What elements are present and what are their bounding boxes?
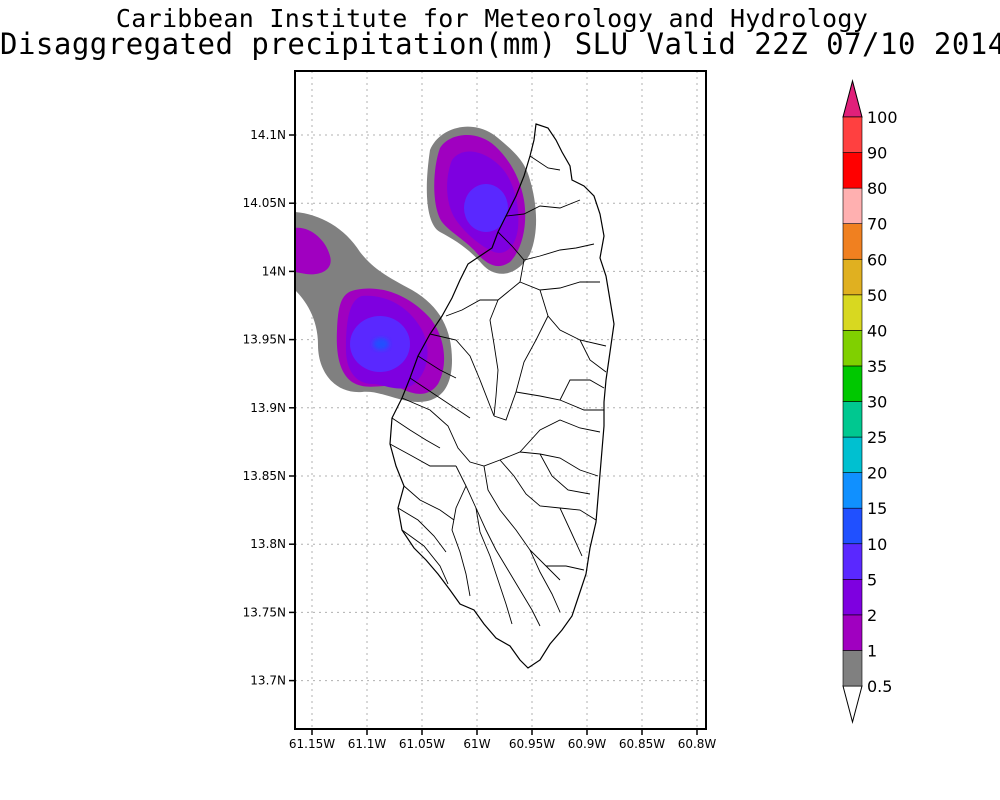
legend-label: 30 xyxy=(867,393,887,412)
legend-color-band xyxy=(842,401,863,438)
lat-tick-label: 13.85N xyxy=(243,469,286,483)
legend-color-band xyxy=(842,330,863,367)
latitude-axis: 14.1N 14.05N 14N 13.95N 13.9N 13.85N 13.8N 13.7… xyxy=(243,128,295,688)
lon-tick-label: 60.85W xyxy=(619,737,665,751)
legend-label: 50 xyxy=(867,286,887,305)
legend-label: 2 xyxy=(867,606,877,625)
legend-label: 40 xyxy=(867,321,887,340)
legend-color-band xyxy=(842,223,863,260)
lon-tick-label: 60.9W xyxy=(568,737,607,751)
lat-tick-label: 13.9N xyxy=(250,401,286,415)
island-map xyxy=(389,123,615,669)
lon-tick-label: 60.95W xyxy=(509,737,555,751)
legend-label: 90 xyxy=(867,144,887,163)
lat-tick-label: 14.1N xyxy=(250,128,286,142)
longitude-axis: 61.15W 61.1W 61.05W 61W 60.95W 60.9W 60.85W 60.… xyxy=(289,729,717,751)
legend-label: 10 xyxy=(867,535,887,554)
lat-tick-label: 14N xyxy=(262,264,286,278)
legend-color-band xyxy=(842,436,863,473)
legend-label: 1 xyxy=(867,641,877,660)
legend-color-band xyxy=(842,614,863,651)
legend-label: 60 xyxy=(867,250,887,269)
watershed-boundaries xyxy=(389,155,607,627)
lon-tick-label: 61W xyxy=(463,737,490,751)
precipitation-shading xyxy=(295,126,537,402)
island-outline xyxy=(389,123,615,669)
lat-tick-label: 14.05N xyxy=(243,196,286,210)
legend-label: 80 xyxy=(867,179,887,198)
legend-label: 20 xyxy=(867,464,887,483)
lat-tick-label: 13.95N xyxy=(243,333,286,347)
legend-top-arrow xyxy=(842,79,863,118)
legend-bottom-arrow xyxy=(842,685,863,724)
legend-color-band xyxy=(842,116,863,153)
lat-tick-label: 13.8N xyxy=(250,537,286,551)
legend-color-band xyxy=(842,294,863,331)
lat-tick-label: 13.7N xyxy=(250,674,286,688)
precip-magenta-west-small xyxy=(295,227,331,275)
lon-tick-label: 61.1W xyxy=(348,737,387,751)
legend-label: 15 xyxy=(867,499,887,518)
legend-color-band xyxy=(842,258,863,296)
lon-tick-label: 61.15W xyxy=(289,737,335,751)
legend-color-band xyxy=(842,152,863,189)
precip-blue-north xyxy=(464,184,508,232)
lon-tick-label: 60.8W xyxy=(678,737,717,751)
legend-color-band xyxy=(842,507,863,545)
legend-label: 70 xyxy=(867,215,887,234)
legend-color-band xyxy=(842,543,863,580)
lat-tick-label: 13.75N xyxy=(243,605,286,619)
title-line1: Caribbean Institute for Meteorology and … xyxy=(115,4,869,33)
legend-label: 25 xyxy=(867,428,887,447)
legend-color-band xyxy=(842,365,863,402)
plot-frame xyxy=(294,70,707,730)
lon-tick-label: 61.05W xyxy=(399,737,445,751)
title-line2: Disaggregated precipitation(mm) SLU Vali… xyxy=(0,27,1000,61)
precip-deepblue-west xyxy=(373,338,389,350)
legend-label: 100 xyxy=(867,108,898,127)
legend-color-band xyxy=(842,579,863,616)
legend-color-band xyxy=(842,650,863,687)
legend-label: 5 xyxy=(867,570,877,589)
legend-color-band xyxy=(842,187,863,224)
legend-label: 0.5 xyxy=(867,677,892,696)
legend-color-band xyxy=(842,472,863,509)
legend-label: 35 xyxy=(867,357,887,376)
